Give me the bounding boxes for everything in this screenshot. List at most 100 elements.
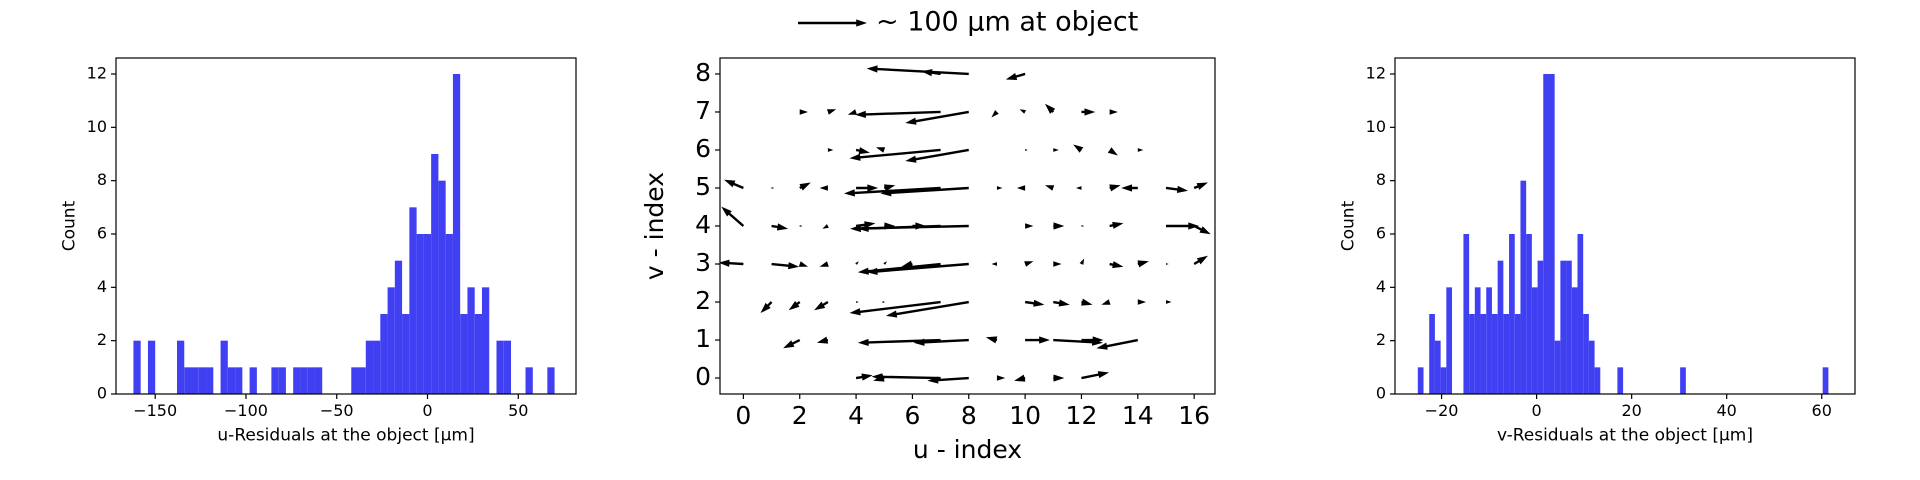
x-tick-label: −50 bbox=[320, 401, 354, 420]
histogram-bar bbox=[300, 367, 308, 394]
histogram-bar bbox=[351, 367, 359, 394]
quiver-arrow bbox=[1005, 72, 1026, 80]
quiver-arrow bbox=[1081, 371, 1110, 380]
quiver-arrow bbox=[1107, 147, 1118, 156]
quiver-arrow bbox=[1109, 261, 1124, 269]
histogram-bar bbox=[1537, 260, 1544, 394]
histogram-bar bbox=[445, 234, 453, 394]
quiver-arrow bbox=[1025, 223, 1034, 229]
histogram-bar bbox=[1588, 340, 1595, 394]
histogram-bar bbox=[387, 287, 395, 394]
quiver-arrow bbox=[1081, 108, 1096, 116]
histogram-bar bbox=[402, 314, 410, 394]
histogram-bar bbox=[380, 314, 388, 394]
quiver-arrow bbox=[814, 300, 829, 311]
y-tick-label: 2 bbox=[97, 330, 107, 349]
quiver-arrow bbox=[856, 184, 879, 192]
quiver-arrow bbox=[1121, 184, 1138, 192]
quiver-arrow bbox=[799, 225, 803, 227]
quiver-arrow bbox=[855, 221, 876, 229]
quiver-arrow bbox=[760, 301, 773, 314]
histogram-bar bbox=[235, 367, 243, 394]
x-tick-label: 0 bbox=[422, 401, 432, 420]
histogram-bar bbox=[314, 367, 323, 394]
histogram-bar bbox=[394, 260, 403, 394]
y-axis-label: v - index bbox=[640, 172, 669, 280]
histogram-bar bbox=[1440, 367, 1447, 394]
quiver-arrow bbox=[816, 336, 829, 344]
quiver-arrow bbox=[905, 148, 969, 163]
histogram-bar bbox=[1497, 260, 1504, 394]
histogram-bar bbox=[206, 367, 214, 394]
quiver-arrow bbox=[855, 261, 859, 265]
x-tick-label: 2 bbox=[792, 401, 808, 430]
histogram-bar bbox=[525, 367, 533, 394]
y-tick-label: 7 bbox=[695, 96, 711, 125]
quiver-arrow bbox=[996, 186, 1003, 190]
y-tick-label: 8 bbox=[1376, 170, 1386, 189]
quiver-arrow bbox=[1081, 336, 1104, 344]
quiver-arrows bbox=[720, 65, 1211, 384]
quiver-key-label: ~ 100 μm at object bbox=[876, 7, 1138, 38]
histogram-bar bbox=[1577, 234, 1584, 394]
quiver-arrow bbox=[866, 65, 969, 76]
histogram-bar bbox=[227, 367, 236, 394]
histogram-bar bbox=[147, 340, 156, 394]
x-axis-label: v-Residuals at the object [μm] bbox=[1497, 425, 1753, 445]
y-tick-label: 3 bbox=[695, 248, 711, 277]
quiver-arrow bbox=[985, 336, 998, 344]
x-tick-label: 20 bbox=[1621, 401, 1641, 420]
x-tick-label: 6 bbox=[904, 401, 920, 430]
quiver-arrow bbox=[1024, 299, 1045, 307]
x-tick-label: 40 bbox=[1717, 401, 1737, 420]
histogram-bar bbox=[249, 367, 257, 394]
quiver-arrow bbox=[1019, 109, 1027, 114]
quiver-arrow bbox=[819, 185, 828, 191]
quiver-arrow bbox=[788, 300, 801, 311]
histogram-bar bbox=[365, 340, 374, 394]
histogram-bar bbox=[1469, 314, 1475, 394]
quiver-arrow bbox=[905, 110, 969, 125]
quiver-arrow bbox=[1079, 258, 1085, 265]
axes-frame bbox=[115, 57, 577, 395]
quiver-arrow bbox=[885, 300, 969, 318]
quiver-arrow bbox=[822, 224, 829, 229]
quiver-arrow bbox=[1096, 338, 1139, 350]
quiver-arrow bbox=[913, 338, 969, 346]
x-tick-label: 60 bbox=[1812, 401, 1832, 420]
histogram-bar bbox=[220, 340, 228, 394]
histogram-bar bbox=[1474, 287, 1481, 394]
histogram-bar bbox=[271, 367, 279, 394]
x-tick-label: 4 bbox=[848, 401, 864, 430]
quiver-arrow bbox=[1137, 148, 1144, 152]
quiver-arrow bbox=[855, 110, 941, 118]
y-tick-label: 4 bbox=[97, 277, 107, 296]
quiver-arrow bbox=[855, 147, 870, 155]
histogram-bar bbox=[133, 340, 141, 394]
x-tick-label: 0 bbox=[1532, 401, 1542, 420]
histogram-bar bbox=[1520, 180, 1527, 394]
quiver-arrow bbox=[1109, 109, 1118, 115]
histogram-bar bbox=[1543, 74, 1549, 394]
quiver-arrow bbox=[1073, 144, 1084, 153]
quiver-arrow bbox=[1025, 149, 1028, 151]
x-tick-label: −150 bbox=[133, 401, 177, 420]
y-tick-label: 0 bbox=[1376, 384, 1386, 403]
quiver-arrow bbox=[783, 338, 801, 349]
quiver-arrow bbox=[721, 206, 745, 227]
quiver-arrow bbox=[1053, 338, 1103, 346]
y-tick-label: 8 bbox=[695, 58, 711, 87]
quiver-arrow bbox=[881, 301, 885, 303]
quiver-arrow bbox=[1075, 186, 1082, 190]
y-tick-label: 4 bbox=[695, 210, 711, 239]
quiver-arrow bbox=[1024, 261, 1034, 267]
quiver-arrow bbox=[991, 262, 997, 266]
histogram-bar bbox=[409, 207, 417, 394]
histogram-bar bbox=[373, 340, 381, 394]
y-tick-label: 6 bbox=[1376, 224, 1386, 243]
quiver-arrow bbox=[1165, 263, 1169, 265]
histogram-bar bbox=[1548, 74, 1555, 394]
y-tick-label: 6 bbox=[97, 224, 107, 243]
quiver-arrow bbox=[856, 301, 859, 303]
quiver-arrow bbox=[849, 300, 941, 316]
